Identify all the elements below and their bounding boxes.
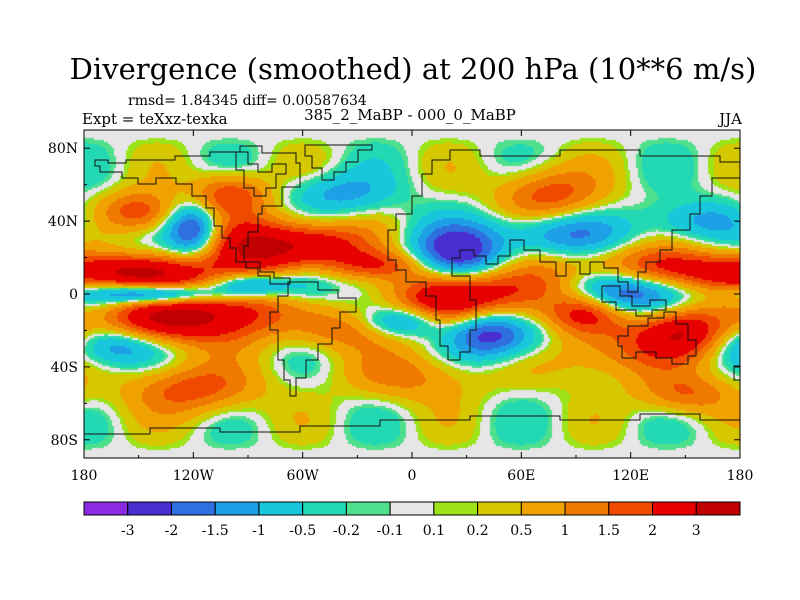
chart-title: Divergence (smoothed) at 200 hPa (10**6 … [69, 52, 757, 86]
colorbar-swatch [564, 501, 610, 516]
colorbar-level-label: 1.5 [598, 523, 620, 539]
x-tick-label: 120W [173, 468, 215, 484]
colorbar-swatch [695, 501, 741, 516]
y-tick-label: 40N [48, 214, 78, 230]
season-label: JJA [719, 110, 742, 128]
colorbar-swatch [389, 501, 435, 516]
colorbar-level-label: -0.5 [289, 523, 316, 539]
arctic-islands-outline [235, 151, 287, 197]
colorbar-level-label: 0.1 [423, 523, 445, 539]
experiment-label: Expt = teXxz-texka [82, 110, 228, 128]
y-tick-label: 0 [69, 287, 78, 303]
colorbar-swatch [127, 501, 172, 516]
colorbar-level-label: -1.5 [202, 523, 229, 539]
experiment-difference-subtitle: 385_2_MaBP - 000_0_MaBP [304, 106, 516, 124]
colorbar-labels: -3 -2 -1.5 -1 -0.5 -0.2 -0.1 0.1 0.2 0.5 1 1.5 2 3 [121, 523, 701, 539]
x-tick-label: 180 [71, 468, 98, 484]
antarctica-outline [84, 413, 740, 435]
y-tick-label: 80S [51, 433, 78, 449]
colorbar-level-label: -0.2 [333, 523, 360, 539]
colorbar-level-label: 3 [692, 523, 701, 539]
y-tick-label: 40S [51, 360, 78, 376]
colorbar-swatch [608, 501, 654, 516]
x-tick-label: 0 [408, 468, 417, 484]
maritime-continent-outline [601, 285, 667, 317]
colorbar-level-label: -1 [252, 523, 266, 539]
colorbar-swatch [170, 501, 216, 516]
eurasia-africa-outline [387, 149, 740, 361]
x-tick-label: 120E [612, 468, 649, 484]
colorbar-level-label: -3 [121, 523, 135, 539]
australia-outline [617, 311, 697, 365]
colorbar-level-label: -0.1 [377, 523, 404, 539]
south-america-outline [269, 281, 357, 397]
colorbar-swatch [258, 501, 304, 516]
new-zealand-outline [733, 365, 740, 381]
colorbar [83, 501, 741, 516]
colorbar-swatch [477, 501, 522, 516]
rmsd-diff-stats: rmsd= 1.84345 diff= 0.00587634 [128, 93, 367, 109]
colorbar-swatch [214, 501, 260, 516]
colorbar-swatch [345, 501, 391, 516]
colorbar-level-label: -2 [165, 523, 179, 539]
colorbar-swatch [652, 501, 697, 516]
x-tick-label: 60E [507, 468, 535, 484]
greenland-outline [304, 144, 373, 181]
colorbar-swatch [302, 501, 347, 516]
x-tick-label: 60W [287, 468, 320, 484]
continent-outlines [84, 144, 740, 435]
colorbar-level-label: 2 [648, 523, 657, 539]
colorbar-level-label: 0.5 [510, 523, 532, 539]
colorbar-swatch [83, 501, 129, 516]
axis-tick-labels: 180 120W 60W 0 60E 120E 180 80N 40N 0 40S 80S [48, 141, 753, 484]
colorbar-level-label: 1 [561, 523, 570, 539]
colorbar-level-label: 0.2 [466, 523, 488, 539]
colorbar-swatch [520, 501, 566, 516]
y-tick-label: 80N [48, 141, 78, 157]
heatmap-field [84, 130, 740, 458]
divergence-field-image [84, 130, 740, 458]
colorbar-swatch [433, 501, 479, 516]
x-tick-label: 180 [727, 468, 754, 484]
north-america-outline [94, 145, 301, 285]
axis-ticks [83, 130, 741, 458]
